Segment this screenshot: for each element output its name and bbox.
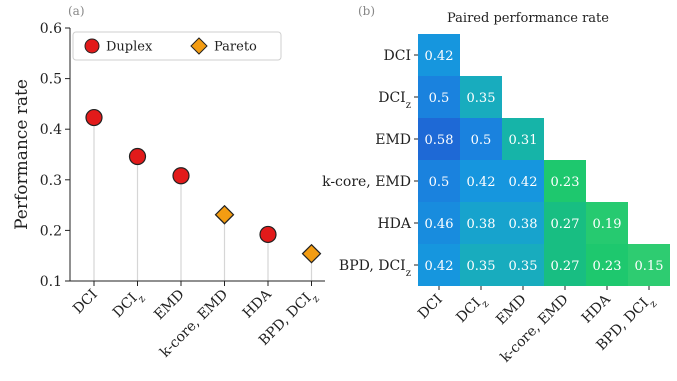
heatmap-cell-1-0 (418, 76, 460, 118)
y-tick-label: 0.2 (40, 223, 62, 239)
heatmap-row-label-emd: EMD (375, 132, 411, 148)
heatmap-cell-4-2 (502, 202, 544, 244)
y-ticks: 0.1 0.2 0.3 0.4 0.5 0.6 (40, 21, 70, 290)
pareto-point-bpd-dci-z (301, 243, 322, 264)
y-tick-label: 0.6 (40, 21, 62, 37)
y-tick-label: 0.3 (40, 173, 62, 189)
heatmap-cell-value-2-1: 0.5 (471, 133, 492, 148)
heatmap-cell-value-5-1: 0.35 (467, 259, 496, 274)
x-tick-label-emd: EMD (151, 287, 188, 324)
heatmap-column-label-dci-z: DCIz (453, 292, 491, 330)
heatmap-cell-value-3-3: 0.23 (551, 175, 580, 190)
heatmap-row-label-k-core-emd: k-core, EMD (322, 174, 411, 190)
legend: Duplex Pareto (72, 31, 282, 61)
heatmap-cell-5-2 (502, 244, 544, 286)
heatmap-cell-1-1 (460, 76, 502, 118)
heatmap-cell-3-2 (502, 160, 544, 202)
heatmap-cell-value-3-2: 0.42 (509, 175, 538, 190)
heatmap-cell-5-0 (418, 244, 460, 286)
stems (93, 117, 313, 281)
legend-pareto-label: Pareto (214, 40, 257, 55)
heatmap-cell-value-4-0: 0.46 (425, 217, 454, 232)
x-tick-label-hda: HDA (240, 286, 276, 322)
y-tick-label: 0.1 (40, 274, 62, 290)
heatmap-cell-5-3 (544, 244, 586, 286)
panel-label-b: (b) (358, 4, 375, 18)
duplex-point-emd (172, 167, 190, 185)
heatmap-cell-value-4-3: 0.27 (551, 217, 580, 232)
duplex-point-dci-z (128, 147, 147, 166)
heatmap-cell-5-4 (586, 244, 628, 286)
panel-label-a: (a) (68, 4, 85, 18)
heatmap-cell-4-1 (460, 202, 502, 244)
legend-duplex-marker (84, 38, 100, 54)
heatmap-title: Paired performance rate (447, 11, 609, 26)
legend-box (72, 31, 282, 61)
legend-duplex-label: Duplex (106, 40, 153, 55)
heatmap-cell-0-0 (418, 34, 460, 76)
y-axis-title: Performance rate (12, 79, 32, 230)
heatmap-cell-2-0 (418, 118, 460, 160)
heatmap-cell-value-3-0: 0.5 (429, 175, 450, 190)
heatmap-cells: 0.42 0.5 0.35 0.58 0.5 0.31 0.5 0.42 0.42 0.23 0.4… (418, 34, 670, 286)
heatmap-cell-value-5-0: 0.42 (425, 259, 454, 274)
heatmap-cell-value-4-1: 0.38 (467, 217, 496, 232)
heatmap-cell-value-3-1: 0.42 (467, 175, 496, 190)
heatmap-cell-4-0 (418, 202, 460, 244)
heatmap-cell-value-5-3: 0.27 (551, 259, 580, 274)
heatmap-column-label-hda: HDA (579, 291, 615, 327)
heatmap-row-label-dci: DCI (384, 48, 411, 64)
heatmap-column-label-dci: DCI (415, 292, 446, 323)
heatmap-row-label-hda: HDA (377, 216, 411, 232)
heatmap-cell-value-5-5: 0.15 (635, 259, 664, 274)
heatmap-cell-5-1 (460, 244, 502, 286)
heatmap-cell-4-3 (544, 202, 586, 244)
duplex-point-hda (259, 225, 277, 244)
heatmap-cell-5-5 (628, 244, 670, 286)
pareto-point-k-core-emd (214, 204, 235, 225)
y-tick-label: 0.5 (40, 72, 62, 88)
heatmap-column-label-emd: EMD (493, 292, 530, 329)
heatmap-row-labels: DCI DCIz EMD k-core, EMD HDA BPD, DCIz (322, 48, 418, 279)
heatmap-cell-value-4-4: 0.19 (593, 217, 622, 232)
paired-performance-heatmap: Paired performance rate 0.420.5 0.350.58 0… (322, 11, 670, 366)
heatmap-cell-4-4 (586, 202, 628, 244)
heatmap-row-label-dci-z: DCIz (378, 90, 411, 111)
heatmap-row-label-bpd-dci-z: BPD, DCIz (339, 258, 411, 279)
heatmap-cell-2-1 (460, 118, 502, 160)
heatmap-cell-value-1-0: 0.5 (429, 91, 450, 106)
y-tick-label: 0.4 (40, 122, 62, 138)
heatmap-cell-value-5-4: 0.23 (593, 259, 622, 274)
heatmap-cell-value-5-2: 0.35 (509, 259, 538, 274)
heatmap-cell-3-3 (544, 160, 586, 202)
heatmap-cell-value-2-0: 0.58 (425, 133, 454, 148)
heatmap-cell-2-2 (502, 118, 544, 160)
markers (85, 108, 322, 264)
heatmap-cell-value-2-2: 0.31 (509, 133, 538, 148)
heatmap-cell-value-0-0: 0.42 (425, 49, 454, 64)
heatmap-cell-3-0 (418, 160, 460, 202)
heatmap-cell-value-1-1: 0.35 (467, 91, 496, 106)
heatmap-cell-3-1 (460, 160, 502, 202)
legend-pareto-marker (190, 37, 208, 55)
x-tick-label-dci-z: DCIz (110, 287, 148, 325)
x-tick-label-dci: DCI (70, 287, 101, 318)
heatmap-cell-value-4-2: 0.38 (509, 217, 538, 232)
duplex-point-dci (85, 108, 103, 127)
